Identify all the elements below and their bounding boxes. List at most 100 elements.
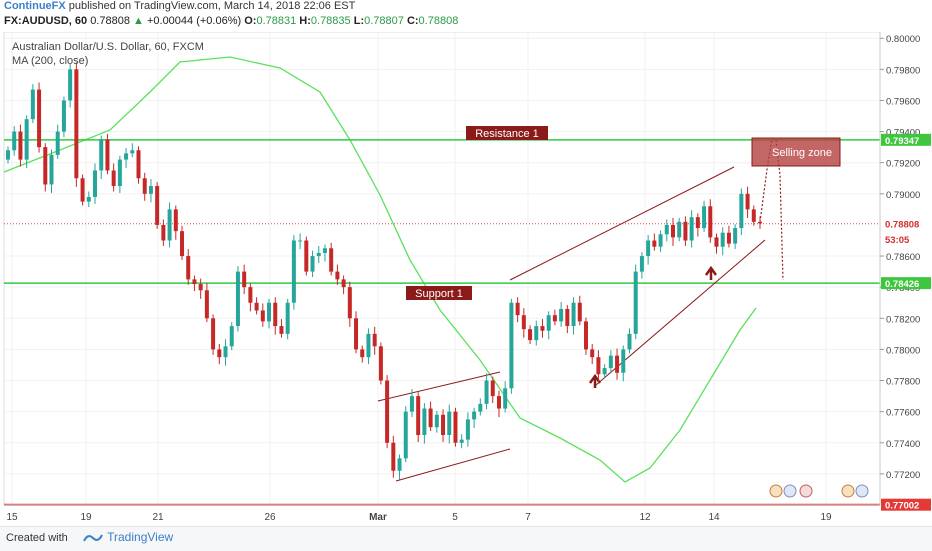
candle-body	[652, 240, 657, 247]
time-tick-label: 14	[708, 512, 720, 522]
candle-body	[335, 271, 340, 280]
candle-body	[117, 159, 122, 187]
candle-body	[248, 287, 253, 303]
candle-body	[646, 240, 651, 257]
candle-body	[714, 237, 719, 247]
candle-body	[627, 333, 632, 350]
candle-body	[658, 234, 663, 247]
candle-body	[167, 209, 172, 241]
event-flag-icon[interactable]	[783, 484, 797, 498]
candle-body	[577, 302, 582, 322]
candle-body	[702, 206, 707, 229]
candle-body	[540, 326, 545, 331]
time-tick-label: 5	[452, 512, 458, 522]
price-tick-label: 0.77200	[886, 470, 920, 481]
candle-body	[37, 89, 42, 148]
candle-body	[198, 284, 203, 291]
price-tick-label: 0.80000	[886, 34, 920, 45]
candle-body	[385, 380, 390, 443]
symbol-label: FX:AUDUSD, 60	[4, 15, 88, 27]
event-flag-icon[interactable]	[769, 484, 783, 498]
selling-zone-label: Selling zone	[772, 147, 832, 159]
candle-body	[739, 193, 744, 229]
candle-body	[74, 69, 79, 179]
low-label: L:	[353, 15, 365, 27]
price-chart[interactable]: Resistance 1 Support 1 Selling zone 0.80…	[0, 32, 932, 522]
price-tick-label: 0.79000	[886, 190, 920, 201]
candle-body	[291, 240, 296, 303]
candle-body	[322, 248, 327, 253]
candle-body	[130, 150, 135, 154]
price-tick-label: 0.79200	[886, 159, 920, 170]
candle-body	[496, 396, 501, 409]
candle-body	[30, 89, 35, 120]
time-axis: 15 19 21 26 Mar 5 7 12 14 19	[4, 504, 880, 522]
change-value: +0.00044 (+0.06%)	[146, 15, 242, 27]
arrow-up-icon	[704, 265, 718, 280]
candle-body	[360, 349, 365, 358]
open-label: O:	[244, 15, 257, 27]
candle-body	[397, 458, 402, 471]
candle-body	[590, 349, 595, 358]
candle-body	[18, 131, 23, 160]
price-tick-label: 0.79600	[886, 96, 920, 107]
candle-body	[571, 302, 576, 327]
price-tick-label: 0.78600	[886, 252, 920, 263]
candle-body	[55, 131, 60, 155]
candle-body	[61, 100, 66, 132]
candle-body	[708, 206, 713, 238]
candle-body	[341, 279, 346, 288]
price-tick-label: 0.77800	[886, 377, 920, 388]
candle-body	[136, 150, 141, 179]
candle-body	[279, 326, 284, 334]
time-tick-label: 19	[80, 512, 92, 522]
flag-upper-line	[377, 371, 501, 402]
candle-body	[583, 321, 588, 350]
event-flag-icon[interactable]	[841, 484, 855, 498]
event-flag-icon[interactable]	[855, 484, 869, 498]
candle-body	[217, 349, 222, 358]
candle-body	[49, 154, 54, 185]
candle-body	[372, 333, 377, 347]
candle-body	[260, 310, 265, 322]
tradingview-logo-icon[interactable]: TradingView	[82, 530, 173, 545]
candle-body	[235, 271, 240, 327]
level-labels: Resistance 1 Support 1 Selling zone	[406, 126, 841, 300]
price-tick-label: 0.78200	[886, 314, 920, 325]
low-value: 0.78807	[364, 15, 404, 27]
candle-body	[534, 326, 539, 341]
candle-body	[565, 308, 570, 327]
candle-body	[608, 355, 613, 369]
candle-body	[416, 396, 421, 435]
candle-body	[459, 439, 464, 443]
candle-body	[298, 240, 303, 242]
candle-body	[142, 178, 147, 194]
close-label: C:	[406, 15, 419, 27]
last-price: 0.78808	[90, 15, 130, 27]
price-tick-label: 0.77400	[886, 439, 920, 450]
candle-body	[695, 217, 700, 229]
candle-body	[378, 346, 383, 381]
candle-body	[552, 315, 557, 322]
brand-name: TradingView	[107, 530, 174, 544]
event-flag-icon[interactable]	[799, 484, 813, 498]
candle-body	[422, 408, 427, 435]
author-name[interactable]: ContinueFX	[4, 0, 66, 12]
instrument-name: Australian Dollar/U.S. Dollar, 60, FXCM	[12, 41, 204, 53]
candle-body	[105, 139, 110, 171]
candle-body	[68, 69, 73, 101]
candle-body	[726, 232, 731, 244]
price-tick-label: 0.78000	[886, 345, 920, 356]
chart-legend: Australian Dollar/U.S. Dollar, 60, FXCM …	[12, 40, 204, 68]
indicator-name: MA (200, close)	[12, 55, 89, 67]
selling-zone-box[interactable]	[751, 137, 841, 167]
candle-body	[316, 252, 321, 257]
candle-body	[528, 329, 533, 341]
price-label-bg	[881, 498, 931, 511]
candle-body	[161, 224, 166, 241]
candle-body	[509, 302, 514, 389]
publish-line: ContinueFX published on TradingView.com,…	[4, 0, 355, 14]
candle-body	[621, 349, 626, 373]
price-label: 0.78426	[885, 279, 919, 290]
event-icons	[769, 484, 869, 498]
